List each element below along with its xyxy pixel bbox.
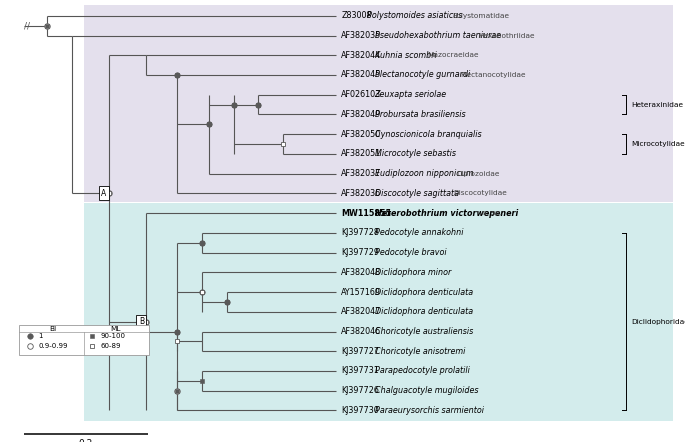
Text: Heteraxinidae: Heteraxinidae (631, 102, 683, 107)
Text: 90-100: 90-100 (101, 333, 126, 339)
Text: KJ397731: KJ397731 (341, 366, 379, 375)
Text: 60-89: 60-89 (101, 343, 121, 349)
Text: AF382050: AF382050 (341, 130, 382, 139)
Bar (99, 187, 109, 200)
Text: AF382036: AF382036 (341, 189, 382, 198)
Text: Zeuxapta seriolae: Zeuxapta seriolae (375, 90, 447, 99)
Text: Microcotylidae: Microcotylidae (631, 141, 684, 147)
Text: Eudiplozoon nipponicum: Eudiplozoon nipponicum (375, 169, 473, 178)
Bar (84, 5, 673, 202)
Text: Cynoscionicola branquialis: Cynoscionicola branquialis (375, 130, 482, 139)
Text: Diclidophora minor: Diclidophora minor (375, 268, 451, 277)
Text: 0.9-0.99: 0.9-0.99 (38, 343, 68, 349)
Text: Z83008: Z83008 (341, 11, 372, 20)
Text: Paraeurysorchis sarmientoi: Paraeurysorchis sarmientoi (375, 406, 484, 415)
Text: Diclidophoridae: Diclidophoridae (631, 319, 685, 324)
Text: AY157169: AY157169 (341, 288, 382, 297)
Text: Discocotyle sagittata: Discocotyle sagittata (375, 189, 459, 198)
Text: AF382037: AF382037 (341, 169, 382, 178)
Bar (18, 324, 149, 355)
Text: B: B (139, 317, 144, 326)
Text: Mazocraeidae: Mazocraeidae (427, 52, 479, 58)
Text: Diclidophora denticulata: Diclidophora denticulata (375, 288, 473, 297)
Text: Polystomoides asiaticus: Polystomoides asiaticus (367, 11, 462, 20)
Text: 1: 1 (38, 333, 43, 339)
Text: AF382047: AF382047 (341, 307, 382, 316)
Text: BI: BI (49, 326, 56, 332)
Text: Pedocotyle annakohni: Pedocotyle annakohni (375, 229, 463, 237)
Text: 0.2: 0.2 (79, 439, 93, 442)
Bar (84, 203, 673, 421)
Text: KJ397729: KJ397729 (341, 248, 379, 257)
Text: AF382049: AF382049 (341, 110, 382, 119)
Text: Hexabothriidae: Hexabothriidae (478, 33, 535, 38)
Text: Chalguacotyle mugiloides: Chalguacotyle mugiloides (375, 386, 478, 395)
Text: Parapedocotyle prolatili: Parapedocotyle prolatili (375, 366, 469, 375)
Text: Choricotyle anisotremi: Choricotyle anisotremi (375, 347, 465, 356)
Text: MW115855: MW115855 (341, 209, 391, 217)
Text: Plectanocotylidae: Plectanocotylidae (460, 72, 525, 78)
Bar (136, 315, 147, 328)
Text: Kuhnia scombri: Kuhnia scombri (375, 51, 436, 60)
Text: //: // (25, 21, 30, 30)
Text: Microcotyle sebastis: Microcotyle sebastis (375, 149, 456, 158)
Text: AF382044: AF382044 (341, 51, 382, 60)
Text: A: A (101, 189, 107, 198)
Text: Plectanocotyle gurnardi: Plectanocotyle gurnardi (375, 70, 470, 80)
Text: AF026103: AF026103 (341, 90, 382, 99)
Text: Polystomatidae: Polystomatidae (453, 13, 510, 19)
Text: ML: ML (110, 326, 121, 332)
Text: KJ397726: KJ397726 (341, 386, 379, 395)
Text: Heterobothrium victorwepeneri: Heterobothrium victorwepeneri (375, 209, 518, 217)
Text: AF382046: AF382046 (341, 327, 382, 336)
Text: Probursata brasiliensis: Probursata brasiliensis (375, 110, 465, 119)
Text: AF382045: AF382045 (341, 70, 382, 80)
Text: AF382035: AF382035 (341, 31, 382, 40)
Text: Pseudohexabothrium taeniurae: Pseudohexabothrium taeniurae (375, 31, 501, 40)
Text: Pedocotyle bravoi: Pedocotyle bravoi (375, 248, 446, 257)
Text: Diplozoidae: Diplozoidae (457, 171, 500, 177)
Text: AF382048: AF382048 (341, 268, 382, 277)
Text: AF382051: AF382051 (341, 149, 382, 158)
Text: Discocotylidae: Discocotylidae (453, 191, 507, 196)
Text: KJ397727: KJ397727 (341, 347, 379, 356)
Text: KJ397730: KJ397730 (341, 406, 379, 415)
Text: n. sp.: n. sp. (482, 210, 502, 216)
Text: Choricotyle australiensis: Choricotyle australiensis (375, 327, 473, 336)
Text: KJ397728: KJ397728 (341, 229, 379, 237)
Text: Diclidophora denticulata: Diclidophora denticulata (375, 307, 473, 316)
